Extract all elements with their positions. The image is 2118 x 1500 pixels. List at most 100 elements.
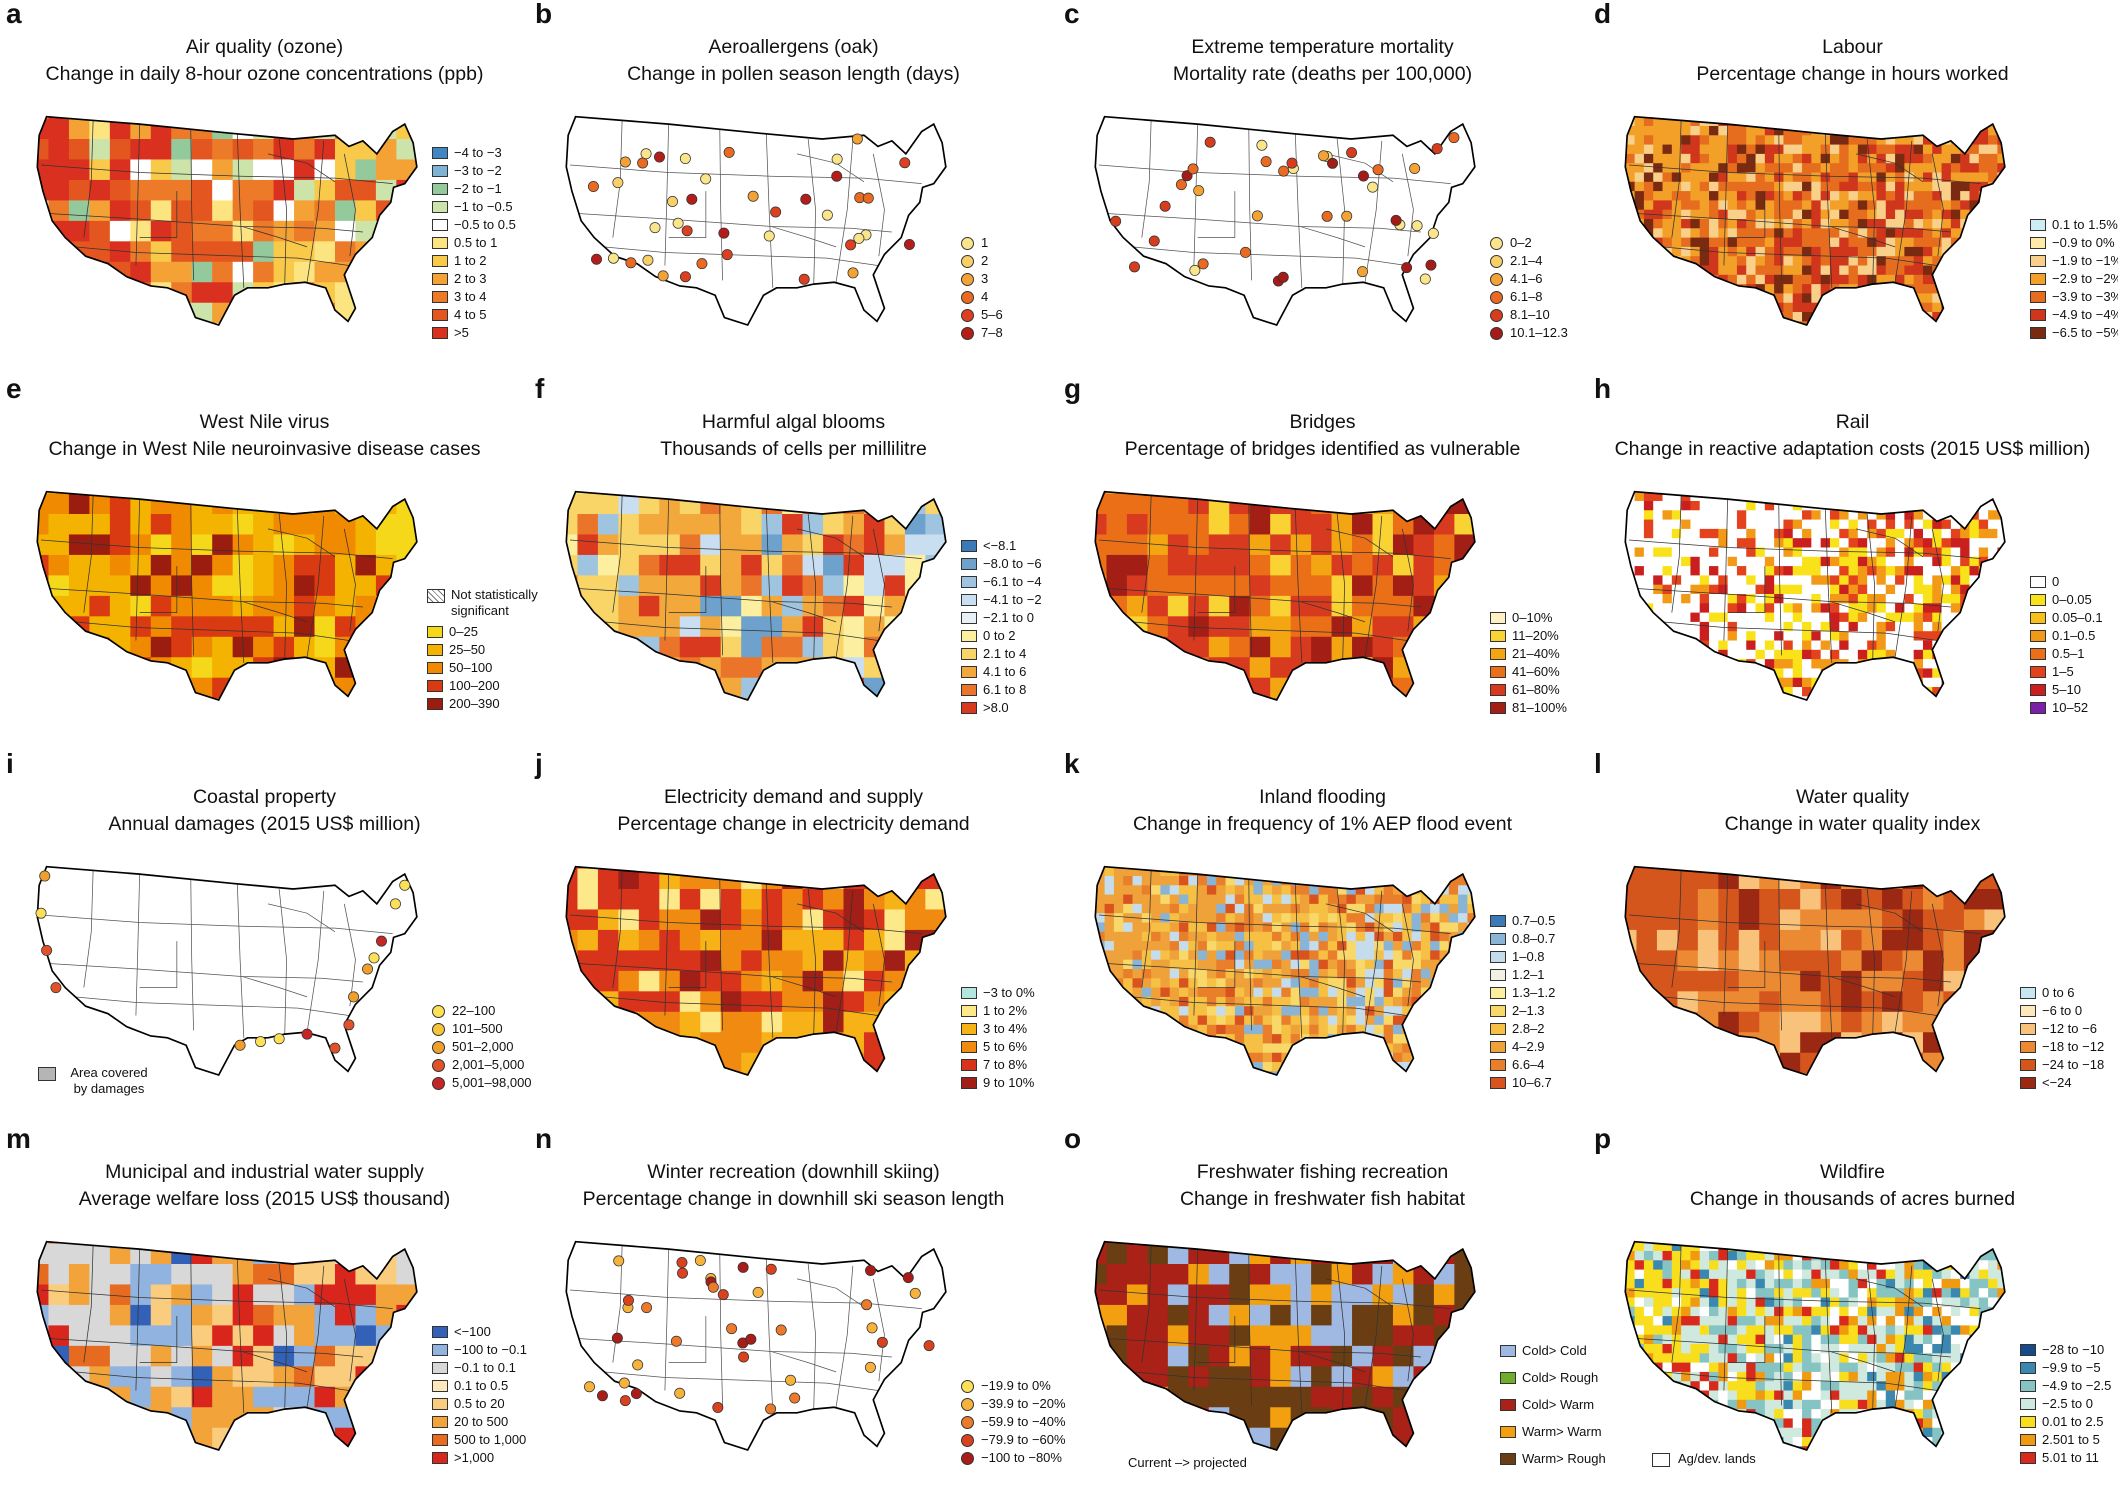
map-cell: [1625, 144, 1636, 155]
map-cell: [1913, 256, 1924, 266]
map-cell: [1829, 528, 1840, 539]
map-cell: [253, 159, 275, 181]
map-cell: [109, 575, 131, 597]
map-cell: [1141, 941, 1152, 951]
map-cell: [1895, 321, 1905, 326]
map-cell: [1718, 228, 1729, 239]
map-cell: [1997, 256, 2005, 266]
map-cell: [1950, 547, 1961, 558]
map-cell: [1979, 98, 1989, 108]
map-cell: [925, 1073, 946, 1076]
map-cell: [1718, 209, 1729, 220]
map-cell: [1141, 894, 1152, 905]
map-cell: [1430, 913, 1440, 923]
map-cell: [417, 159, 428, 180]
map-cell: [1643, 640, 1654, 651]
map-cell: [1829, 256, 1840, 266]
map-cell: [1783, 640, 1794, 651]
map-cell: [904, 493, 926, 515]
map-cell: [1653, 510, 1663, 521]
map-cell: [48, 200, 70, 222]
map-cell: [1126, 491, 1148, 494]
map-cell: [1941, 209, 1952, 220]
map-cell: [577, 575, 599, 597]
map-cell: [1876, 256, 1887, 266]
map-cell: [1746, 172, 1756, 183]
map-cell: [1234, 941, 1245, 951]
map-cell: [741, 534, 763, 556]
map-cell: [904, 657, 926, 679]
map-cell: [1848, 500, 1859, 511]
map-cell: [925, 575, 946, 597]
map-cell: [1755, 510, 1766, 521]
map-cell: [1895, 640, 1905, 651]
map-cell: [1876, 706, 1886, 716]
state-border: [770, 976, 837, 998]
map-cell: [1922, 125, 1933, 136]
map-cell: [946, 950, 957, 971]
map-cell: [1727, 200, 1738, 211]
map-cell: [1923, 706, 1933, 716]
map-cell: [1104, 959, 1115, 970]
map-cell: [1829, 612, 1840, 623]
panel-letter: b: [535, 0, 553, 29]
map-cell: [1454, 491, 1475, 494]
map-cell: [1402, 959, 1413, 970]
map-cell: [1355, 903, 1366, 914]
map-cell: [1792, 631, 1803, 641]
map-cell: [1151, 987, 1161, 998]
state-border: [575, 588, 892, 608]
map-cell: [1876, 228, 1887, 239]
map-cell: [1625, 228, 1626, 239]
legend: 22–100 101–500 501–2,000 2,001–5,000 5,001–9…: [432, 1002, 532, 1092]
map-cell: [1160, 941, 1171, 951]
map-cell: [1244, 978, 1254, 989]
map-cell: [1625, 631, 1626, 641]
map-cell: [1681, 538, 1691, 548]
map-cell: [212, 116, 234, 119]
map-cell: [396, 116, 417, 119]
map-cell: [1179, 1006, 1189, 1016]
map-cell: [1895, 706, 1905, 716]
map-cell: [1151, 1034, 1161, 1044]
map-cell: [1439, 1062, 1450, 1072]
map-cell: [1913, 144, 1924, 155]
map-cell: [212, 118, 234, 140]
map-cell: [1467, 1062, 1475, 1072]
map-cell: [1216, 950, 1226, 961]
state-border: [83, 495, 94, 613]
legend-label: −3 to 0%: [983, 985, 1035, 1000]
legend-swatch: [1490, 272, 1503, 286]
map-cell: [1234, 885, 1245, 896]
map-cell: [1876, 302, 1887, 313]
map-cell: [2007, 529, 2016, 539]
map-cell: [782, 1011, 804, 1033]
map-cell: [417, 262, 428, 283]
map-cell: [1755, 491, 1766, 502]
map-cell: [1829, 649, 1840, 660]
map-cell: [1857, 631, 1868, 641]
map-cell: [355, 534, 377, 556]
map-cell: [1690, 98, 1700, 108]
map-cell: [597, 889, 619, 910]
map-cell: [1755, 181, 1766, 192]
map-cell: [1765, 473, 1775, 483]
map-cell: [1978, 116, 1989, 118]
map-cell: [1857, 566, 1868, 576]
map-cell: [1420, 941, 1431, 951]
map-cell: [1867, 237, 1877, 248]
map-cell: [659, 970, 681, 992]
map-cell: [1727, 228, 1738, 239]
map-cell: [1095, 514, 1107, 535]
map-cell: [1811, 209, 1822, 220]
map-cell: [396, 514, 417, 535]
map-cell: [1922, 491, 1933, 493]
map-cell: [1932, 594, 1943, 604]
map-cell: [1653, 491, 1663, 493]
map-cell: [1756, 473, 1766, 483]
map-cell: [1922, 603, 1933, 614]
map-cell: [823, 493, 844, 515]
map-cell: [1095, 1024, 1106, 1035]
map-cell: [1764, 594, 1775, 604]
map-cell: [1922, 519, 1933, 530]
